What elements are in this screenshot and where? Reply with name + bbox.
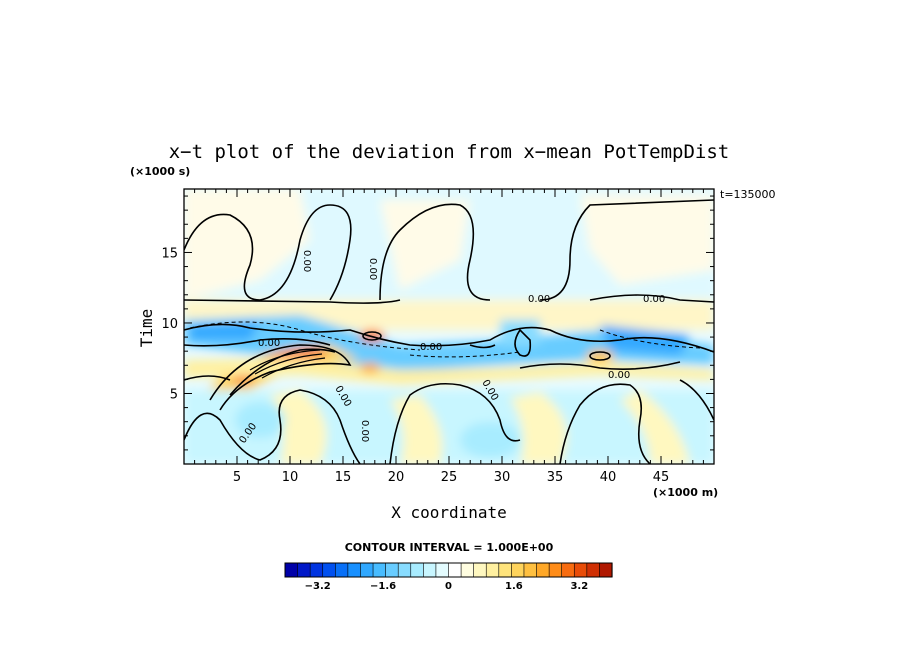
colorbar-swatch [335,562,349,578]
colorbar-swatch [561,562,575,578]
colorbar-swatch [599,562,613,578]
contour-label: 0.00 [359,420,370,442]
colorbar-swatch [284,562,299,578]
colorbar-swatch [573,562,588,578]
contour-label: 0.00 [301,250,312,272]
x-tick-label: 10 [282,470,299,485]
y-axis: 5 10 15 [161,195,714,451]
contour-label: 0.00 [643,294,665,305]
x-axis-label: X coordinate [391,503,507,522]
colorbar-frame [284,562,613,578]
colorbar-tick-label: 0 [445,581,452,592]
chart-title: x−t plot of the deviation from x−mean Po… [169,141,730,163]
colorbar [284,562,613,578]
contour-label: 0.00 [608,370,630,381]
colorbar-swatch [523,562,538,578]
x-tick-label: 30 [494,470,511,485]
colorbar-swatch [548,562,563,578]
colorbar-tick-label: −3.2 [305,581,331,592]
colorbar-swatch [360,562,374,578]
x-tick-label: 15 [335,470,352,485]
x-unit-label: (×1000 m) [653,486,718,499]
colorbar-tick-label: −1.6 [370,581,396,592]
colorbar-swatch [485,562,500,578]
colorbar-swatch [586,562,601,578]
colorbar-swatch [347,562,362,578]
colorbar-ticks: −3.2 −1.6 0 1.6 3.2 [305,581,589,592]
colorbar-tick-label: 3.2 [570,581,588,592]
colorbar-swatch [322,562,336,578]
x-tick-label: 40 [600,470,617,485]
colorbar-swatch [385,562,399,578]
x-tick-label: 35 [547,470,564,485]
x-tick-label: 45 [653,470,670,485]
colorbar-swatch [448,562,462,578]
colorbar-swatch [460,562,475,578]
colorbar-swatch [309,562,324,578]
colorbar-swatch [297,562,311,578]
y-tick-label: 5 [170,387,178,402]
colorbar-tick-label: 1.6 [505,581,523,592]
colorbar-swatch [473,562,487,578]
contour-interval: CONTOUR INTERVAL = 1.000E+00 [345,541,554,554]
colorbar-swatch [410,562,424,578]
time-stamp: t=135000 [720,188,776,201]
contour-label: 0.00 [420,342,442,353]
heatmap-field: 0.00 0.00 0.00 0.00 0.00 0.00 0.00 0.00 … [184,189,714,464]
contour-label: 0.00 [258,338,280,349]
colorbar-swatch [536,562,550,578]
colorbar-swatch [498,562,512,578]
x-tick-label: 5 [233,470,241,485]
contour-label: 0.00 [367,258,378,280]
contour-label: 0.00 [528,294,550,305]
colorbar-swatch [423,562,437,578]
x-axis: 5 10 15 20 25 30 35 40 45 [194,189,704,485]
colorbar-swatch [372,562,387,578]
colorbar-swatch [435,562,450,578]
y-tick-label: 10 [161,317,178,332]
y-unit-label: (×1000 s) [130,165,190,178]
y-tick-label: 15 [161,246,178,261]
colorbar-swatch [397,562,412,578]
x-tick-label: 20 [388,470,405,485]
y-axis-label: Time [137,309,156,348]
x-tick-label: 25 [441,470,458,485]
colorbar-swatch [511,562,525,578]
